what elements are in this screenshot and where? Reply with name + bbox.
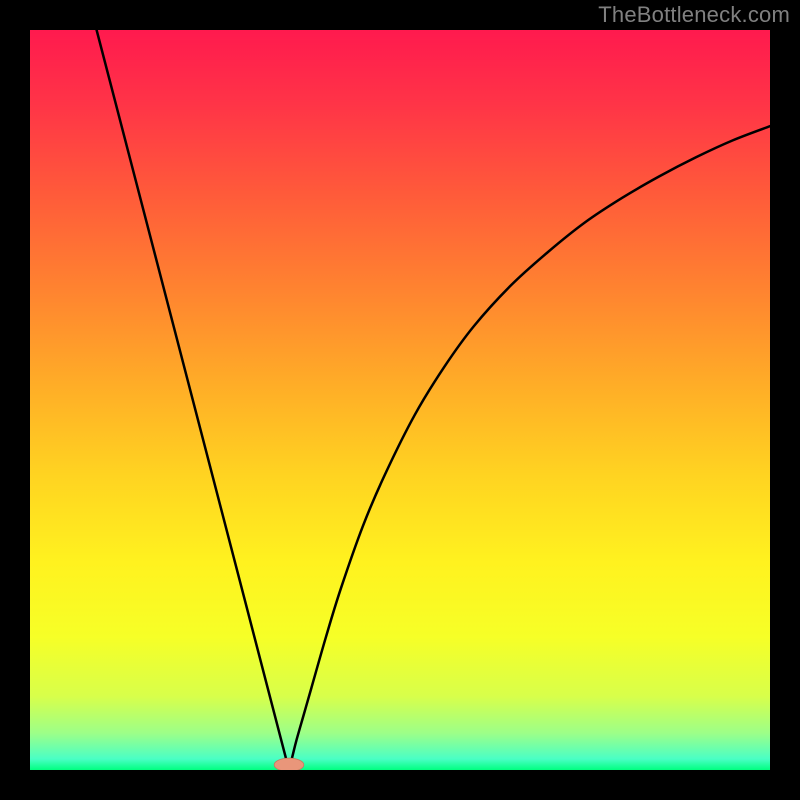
watermark-text: TheBottleneck.com	[598, 2, 790, 28]
page: TheBottleneck.com	[0, 0, 800, 800]
plot-svg	[30, 30, 770, 770]
plot-background	[30, 30, 770, 770]
plot-area	[30, 30, 770, 770]
minimum-marker	[274, 758, 304, 770]
